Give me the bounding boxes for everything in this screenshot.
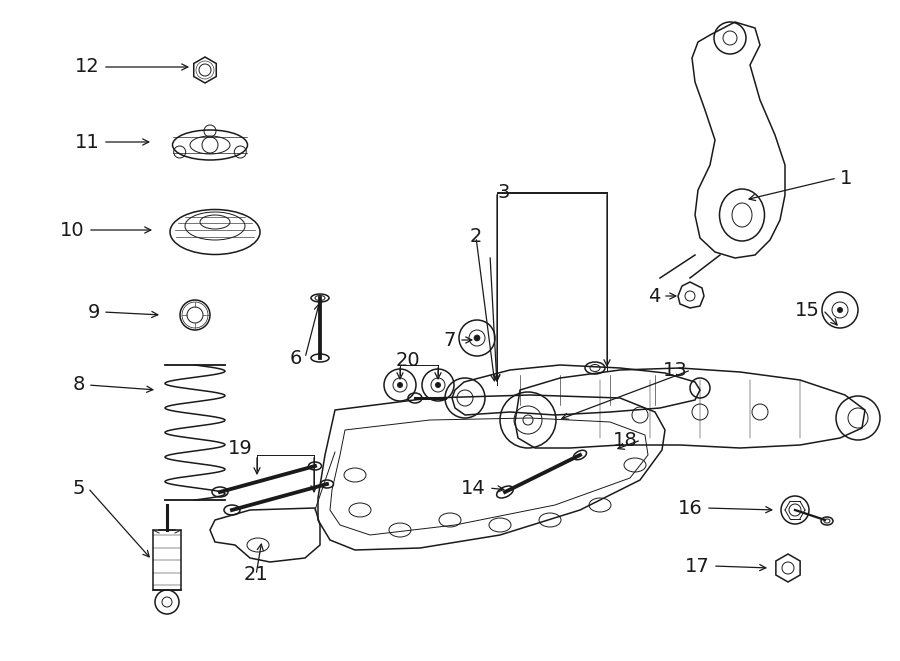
Text: 17: 17 [685, 557, 710, 576]
Text: 12: 12 [76, 58, 100, 77]
Text: 6: 6 [290, 348, 302, 368]
Circle shape [837, 307, 843, 313]
Text: 5: 5 [73, 479, 85, 498]
Text: 1: 1 [840, 169, 852, 188]
Circle shape [397, 382, 403, 388]
Text: 15: 15 [795, 301, 820, 319]
Text: 11: 11 [76, 132, 100, 151]
Text: 4: 4 [648, 286, 660, 305]
Text: 9: 9 [87, 303, 100, 321]
Text: 20: 20 [396, 350, 420, 369]
Text: 10: 10 [60, 221, 85, 239]
Text: 19: 19 [228, 438, 252, 457]
Text: 8: 8 [73, 375, 85, 395]
Text: 21: 21 [244, 566, 268, 584]
Text: 3: 3 [498, 182, 510, 202]
Circle shape [474, 335, 480, 341]
Text: 18: 18 [613, 430, 638, 449]
Bar [153, 530, 181, 590]
Circle shape [435, 382, 441, 388]
Text: 2: 2 [470, 227, 482, 247]
Text: 13: 13 [663, 360, 688, 379]
Text: 14: 14 [461, 479, 486, 498]
Text: 7: 7 [444, 330, 456, 350]
Text: 16: 16 [679, 498, 703, 518]
